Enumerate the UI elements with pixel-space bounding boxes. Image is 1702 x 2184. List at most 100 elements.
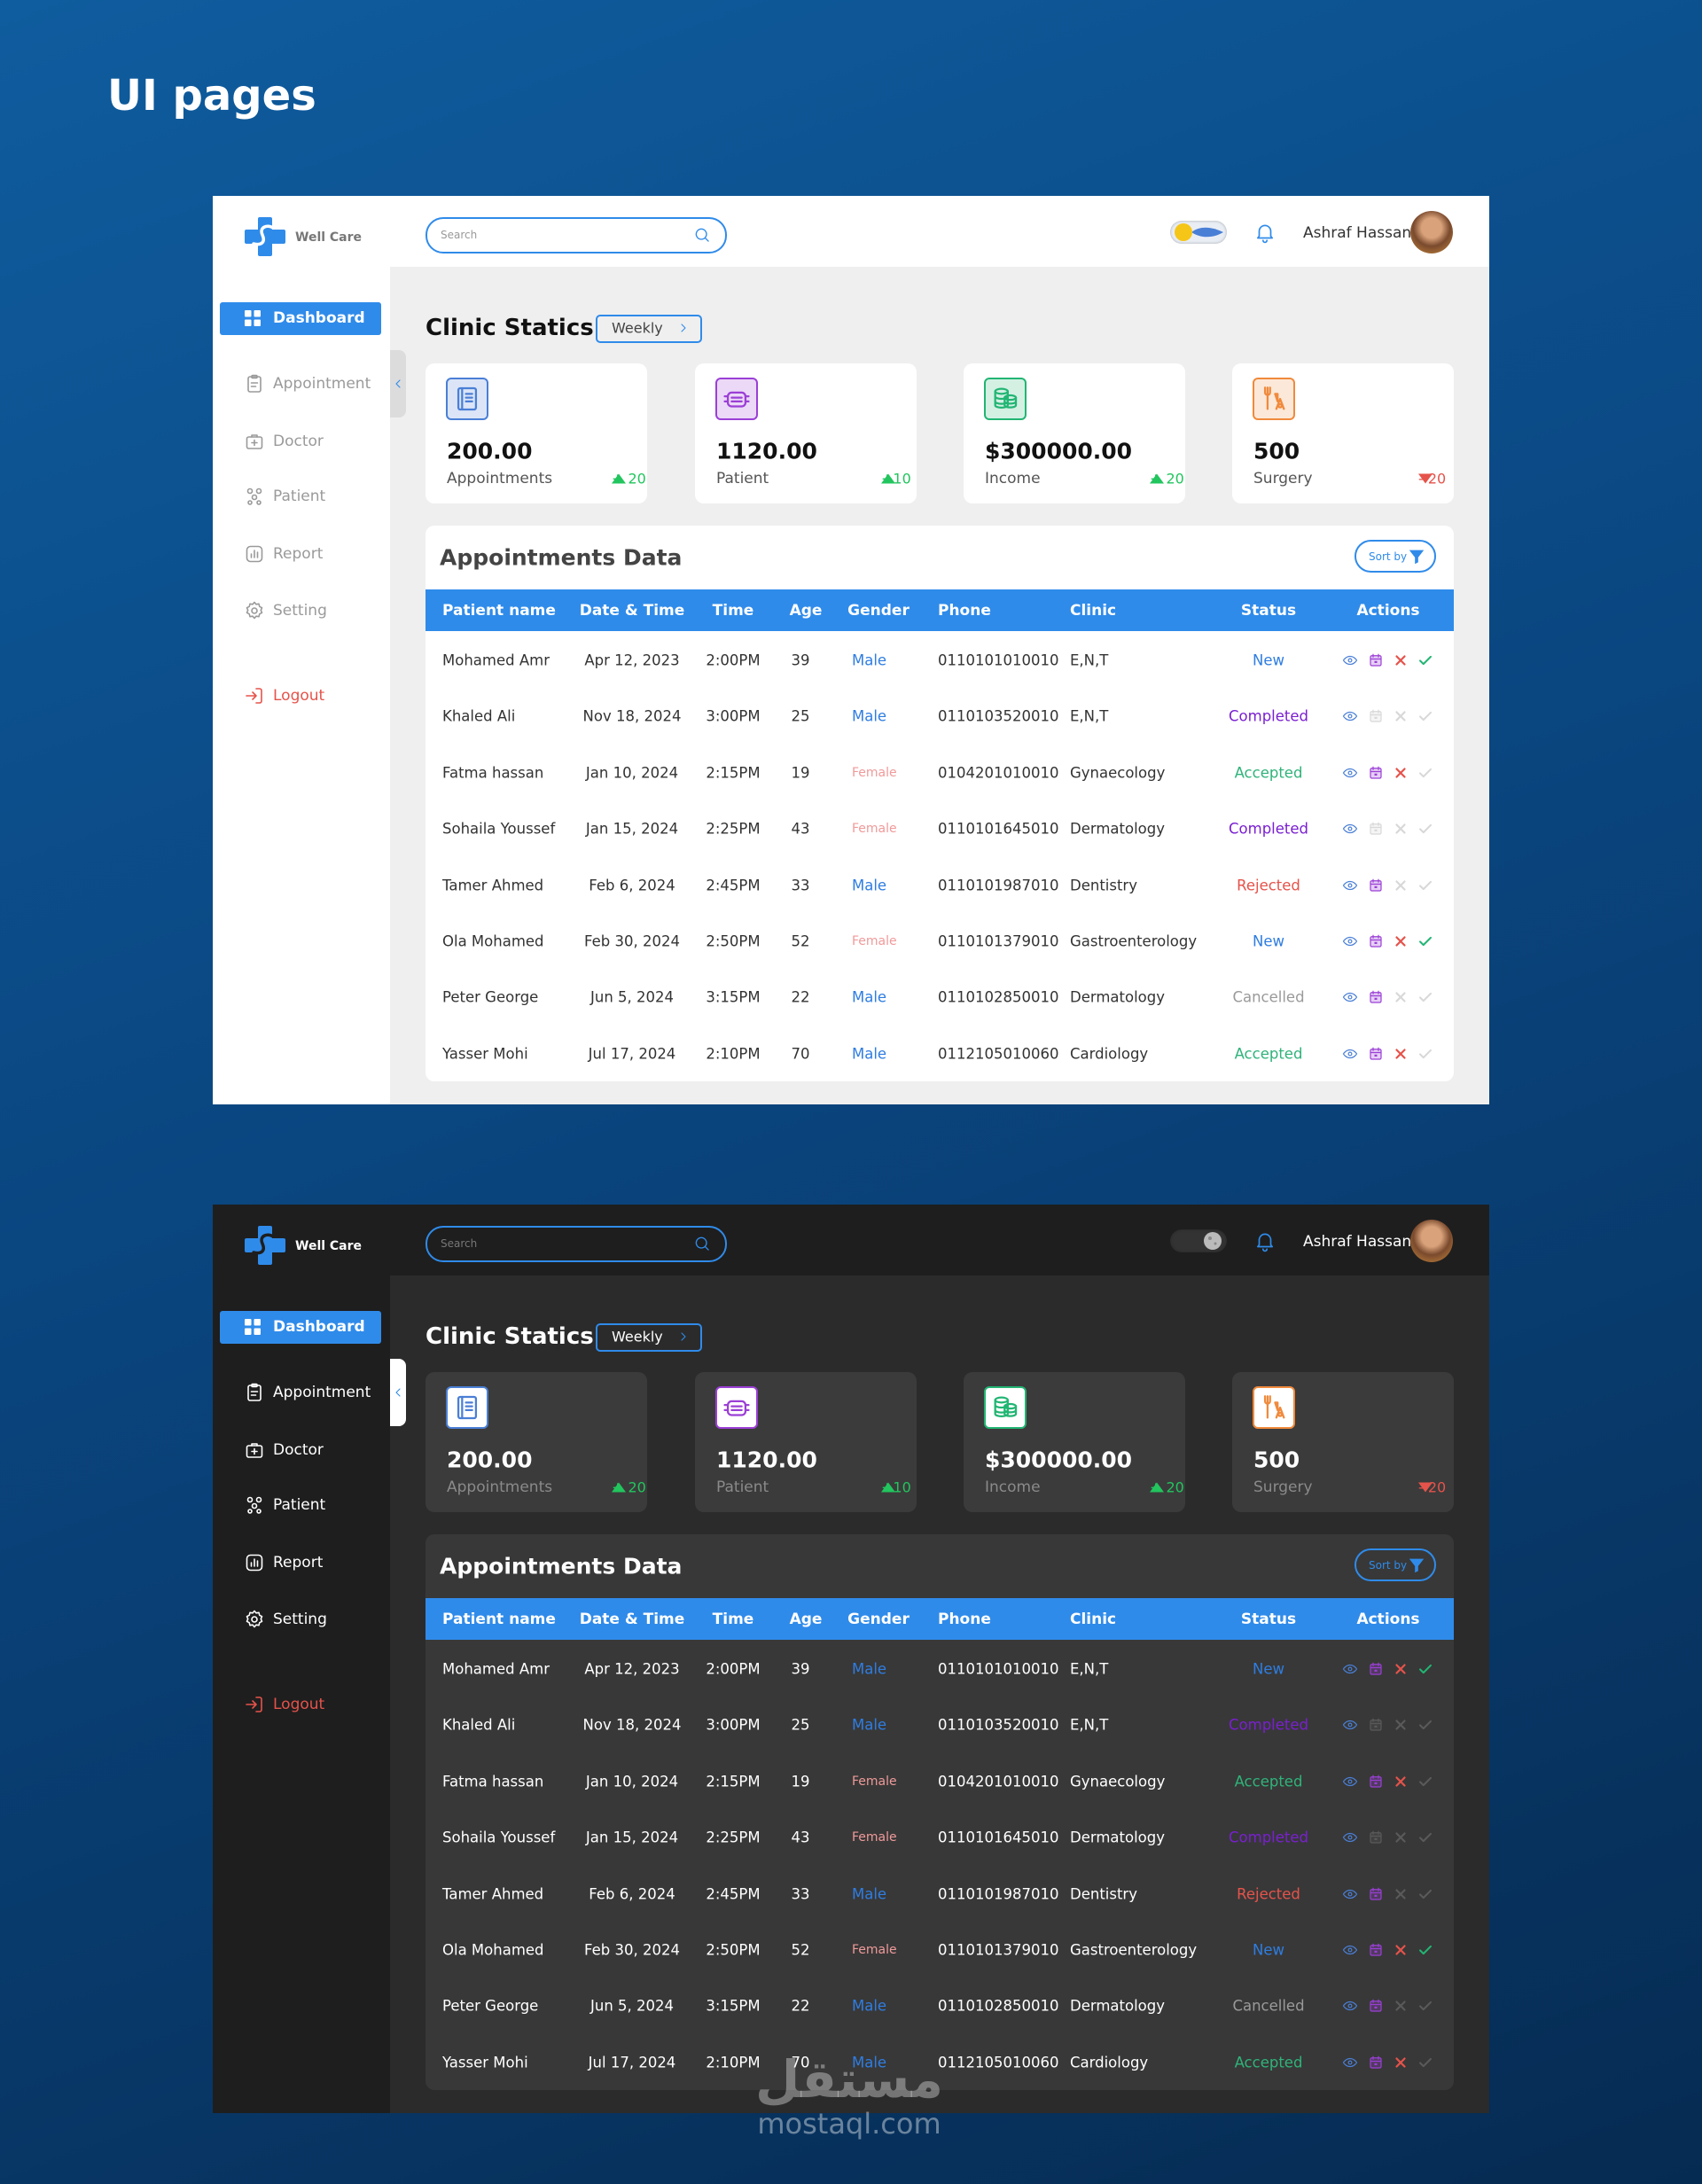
icon xyxy=(1257,1233,1273,1252)
notification-bell[interactable] xyxy=(1253,221,1276,244)
action-x[interactable] xyxy=(1393,1661,1409,1677)
icon xyxy=(1263,1395,1285,1419)
icon xyxy=(1204,1232,1222,1250)
action-cal[interactable] xyxy=(1368,2055,1384,2071)
action-eye[interactable] xyxy=(1342,652,1358,668)
nav-item[interactable]: Patient xyxy=(273,488,326,505)
nav-item[interactable]: Report xyxy=(273,1554,324,1572)
icon xyxy=(1370,1719,1382,1731)
action-x[interactable] xyxy=(1393,933,1409,949)
nav-item[interactable]: Doctor xyxy=(273,433,324,450)
action-check[interactable] xyxy=(1417,1661,1433,1677)
action-x[interactable] xyxy=(1393,652,1409,668)
icon xyxy=(994,387,1018,410)
user-avatar[interactable] xyxy=(1410,211,1453,254)
search-box[interactable] xyxy=(426,217,727,254)
action-cal[interactable] xyxy=(1368,1886,1384,1902)
action-check[interactable] xyxy=(1417,933,1433,949)
cell-gender: Male xyxy=(852,707,887,725)
action-eye[interactable] xyxy=(1342,1886,1358,1902)
search-icon[interactable] xyxy=(693,1235,711,1252)
cell-time: 2:25PM xyxy=(706,1829,761,1846)
action-cal[interactable] xyxy=(1368,1998,1384,2014)
cell-phone: 0110101645010 xyxy=(938,820,1059,838)
nav-active[interactable] xyxy=(220,1311,381,1344)
collapse-tab[interactable] xyxy=(390,350,406,417)
sort-button[interactable] xyxy=(1355,540,1436,573)
cell-time: 3:15PM xyxy=(706,1997,761,2015)
period-chevron xyxy=(676,321,691,335)
action-cal[interactable] xyxy=(1368,1774,1384,1790)
user-avatar[interactable] xyxy=(1410,1220,1453,1262)
icon xyxy=(1370,991,1382,1003)
action-cal[interactable] xyxy=(1368,1661,1384,1677)
icon xyxy=(1370,822,1382,835)
icon xyxy=(1419,1049,1432,1058)
action-cal[interactable] xyxy=(1368,652,1384,668)
icon xyxy=(1419,1664,1432,1674)
action-eye[interactable] xyxy=(1342,765,1358,781)
icon xyxy=(1419,824,1432,834)
nav-item[interactable]: Dashboard xyxy=(273,309,365,327)
action-cal[interactable] xyxy=(1368,765,1384,781)
action-eye[interactable] xyxy=(1342,933,1358,949)
nav-item[interactable]: Report xyxy=(273,545,324,563)
action-eye[interactable] xyxy=(1342,821,1358,837)
stat-label: Patient xyxy=(716,1478,769,1496)
search-icon[interactable] xyxy=(693,226,711,244)
nav-active[interactable] xyxy=(220,302,381,335)
cell-age: 70 xyxy=(791,2054,810,2071)
collapse-tab[interactable] xyxy=(390,1359,406,1426)
notification-bell[interactable] xyxy=(1253,1229,1276,1252)
icon xyxy=(1370,1830,1382,1844)
action-x[interactable] xyxy=(1393,2055,1409,2071)
action-x[interactable] xyxy=(1393,1046,1409,1062)
action-eye[interactable] xyxy=(1342,1717,1358,1733)
column-header: Date & Time xyxy=(579,1611,685,1628)
nav-item[interactable]: Dashboard xyxy=(273,1318,365,1336)
search-box[interactable] xyxy=(426,1226,727,1262)
action-eye[interactable] xyxy=(1342,1942,1358,1958)
action-eye[interactable] xyxy=(1342,1998,1358,2014)
action-eye[interactable] xyxy=(1342,2055,1358,2071)
icon xyxy=(245,1319,261,1335)
action-eye[interactable] xyxy=(1342,708,1358,724)
nav-item[interactable]: Doctor xyxy=(273,1441,324,1459)
nav-item[interactable]: Setting xyxy=(273,1611,327,1628)
action-cal[interactable] xyxy=(1368,989,1384,1005)
action-cal[interactable] xyxy=(1368,878,1384,893)
cell-name: Fatma hassan xyxy=(442,764,544,782)
action-x xyxy=(1393,821,1409,837)
action-check[interactable] xyxy=(1417,652,1433,668)
nav-item[interactable]: Setting xyxy=(273,602,327,620)
icon xyxy=(1370,878,1382,892)
action-x[interactable] xyxy=(1393,1942,1409,1958)
action-x[interactable] xyxy=(1393,765,1409,781)
action-eye[interactable] xyxy=(1342,989,1358,1005)
period-button[interactable] xyxy=(596,315,702,343)
icon xyxy=(1370,2055,1382,2069)
cell-status: Completed xyxy=(1229,1829,1308,1846)
action-cal[interactable] xyxy=(1368,1942,1384,1958)
action-eye[interactable] xyxy=(1342,1661,1358,1677)
nav-item[interactable]: Appointment xyxy=(273,375,371,393)
logout[interactable]: Logout xyxy=(273,687,325,705)
theme-toggle[interactable] xyxy=(1170,221,1227,244)
cell-gender: Male xyxy=(852,877,887,894)
action-check[interactable] xyxy=(1417,1942,1433,1958)
period-button[interactable] xyxy=(596,1323,702,1352)
nav-item[interactable]: Patient xyxy=(273,1496,326,1514)
theme-toggle[interactable] xyxy=(1170,1229,1227,1252)
nav-item[interactable]: Appointment xyxy=(273,1384,371,1401)
sort-button[interactable] xyxy=(1355,1548,1436,1581)
action-cal[interactable] xyxy=(1368,1046,1384,1062)
action-eye[interactable] xyxy=(1342,878,1358,893)
action-eye[interactable] xyxy=(1342,1774,1358,1790)
icon xyxy=(1395,768,1406,778)
action-cal[interactable] xyxy=(1368,933,1384,949)
action-x[interactable] xyxy=(1393,1774,1409,1790)
action-eye[interactable] xyxy=(1342,1046,1358,1062)
cell-status: New xyxy=(1253,932,1284,950)
logout[interactable]: Logout xyxy=(273,1696,325,1713)
action-eye[interactable] xyxy=(1342,1829,1358,1845)
